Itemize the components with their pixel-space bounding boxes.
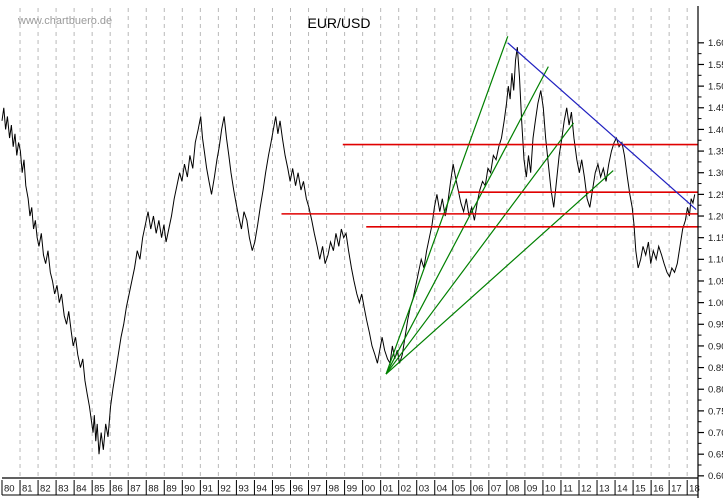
fan-2 xyxy=(385,66,549,375)
x-tick-label-98: 98 xyxy=(329,484,340,495)
fan-1 xyxy=(385,36,509,375)
y-tick-label-0.85: 0.85 xyxy=(708,363,723,374)
y-tick-label-0.90: 0.90 xyxy=(708,341,723,352)
y-tick-label-1.10: 1.10 xyxy=(708,255,723,266)
axis-layer xyxy=(2,6,704,498)
x-tick-label-97: 97 xyxy=(311,484,322,495)
x-tick-label-92: 92 xyxy=(220,484,231,495)
x-tick-label-96: 96 xyxy=(292,484,303,495)
x-tick-label-05: 05 xyxy=(455,484,466,495)
x-tick-label-03: 03 xyxy=(419,484,430,495)
y-tick-label-1.60: 1.60 xyxy=(708,38,723,49)
x-tick-label-11: 11 xyxy=(563,484,573,495)
x-tick-label-17: 17 xyxy=(671,484,682,495)
y-tick-label-1.55: 1.55 xyxy=(708,60,723,71)
y-tick-label-1.05: 1.05 xyxy=(708,276,723,287)
watermark-label: www.chartbuero.de xyxy=(17,15,112,27)
x-tick-label-88: 88 xyxy=(148,484,159,495)
x-tick-label-15: 15 xyxy=(635,484,646,495)
x-tick-label-08: 08 xyxy=(509,484,520,495)
x-tick-label-16: 16 xyxy=(653,484,664,495)
price-series-layer xyxy=(1,47,696,455)
y-tick-label-1.20: 1.20 xyxy=(708,211,723,222)
x-tick-label-00: 00 xyxy=(365,484,376,495)
y-tick-label-1.35: 1.35 xyxy=(708,146,723,157)
y-axis-labels: 1.60 1.55 1.50 1.45 1.40 1.35 1.30 1.25 1.20 1.15… xyxy=(708,38,723,482)
x-tick-label-09: 09 xyxy=(527,484,538,495)
x-tick-label-87: 87 xyxy=(130,484,141,495)
x-tick-label-93: 93 xyxy=(238,484,249,495)
y-tick-label-0.75: 0.75 xyxy=(708,406,723,417)
fan-3 xyxy=(385,122,575,375)
y-tick-label-1.30: 1.30 xyxy=(708,168,723,179)
x-tick-label-94: 94 xyxy=(256,484,267,495)
x-tick-label-99: 99 xyxy=(347,484,358,495)
y-tick-label-1.40: 1.40 xyxy=(708,125,723,136)
x-tick-label-83: 83 xyxy=(58,484,69,495)
resistance-lines-layer xyxy=(281,143,698,228)
x-tick-label-95: 95 xyxy=(274,484,285,495)
y-tick-label-0.70: 0.70 xyxy=(708,428,723,439)
y-tick-label-1.25: 1.25 xyxy=(708,190,723,201)
x-tick-label-18: 18 xyxy=(689,484,700,495)
trend-lines-layer xyxy=(507,42,697,210)
x-tick-label-80: 80 xyxy=(4,484,15,495)
price-series-line xyxy=(1,47,696,455)
x-tick-label-90: 90 xyxy=(184,484,195,495)
x-tick-label-86: 86 xyxy=(112,484,123,495)
downtrend-2008 xyxy=(507,42,697,210)
fan-4 xyxy=(385,170,614,375)
x-tick-label-07: 07 xyxy=(491,484,502,495)
x-tick-label-13: 13 xyxy=(599,484,610,495)
x-tick-label-01: 01 xyxy=(383,484,394,495)
y-tick-label-1.50: 1.50 xyxy=(708,82,723,93)
y-tick-label-1.15: 1.15 xyxy=(708,233,723,244)
x-tick-label-10: 10 xyxy=(545,484,556,495)
x-tick-label-91: 91 xyxy=(202,484,213,495)
y-tick-label-0.65: 0.65 xyxy=(708,450,723,461)
x-tick-label-06: 06 xyxy=(473,484,484,495)
x-tick-label-02: 02 xyxy=(401,484,412,495)
y-tick-label-0.95: 0.95 xyxy=(708,320,723,331)
page-title: EUR/USD xyxy=(307,15,370,31)
fan-lines-layer xyxy=(385,36,614,375)
y-tick-label-0.60: 0.60 xyxy=(708,471,723,482)
x-tick-label-82: 82 xyxy=(40,484,51,495)
x-tick-label-14: 14 xyxy=(617,484,628,495)
y-tick-label-1.45: 1.45 xyxy=(708,103,723,114)
x-axis-labels: 80 81 82 83 84 85 86 87 88 89 90 91 92 93 94 95 96 97 98 99… xyxy=(1,480,700,496)
y-tick-label-0.80: 0.80 xyxy=(708,385,723,396)
x-tick-label-84: 84 xyxy=(76,484,87,495)
x-tick-label-85: 85 xyxy=(94,484,105,495)
x-tick-label-89: 89 xyxy=(166,484,177,495)
y-tick-label-1.00: 1.00 xyxy=(708,298,723,309)
x-tick-label-81: 81 xyxy=(22,484,33,495)
x-tick-label-12: 12 xyxy=(581,484,592,495)
x-tick-label-04: 04 xyxy=(437,484,448,495)
